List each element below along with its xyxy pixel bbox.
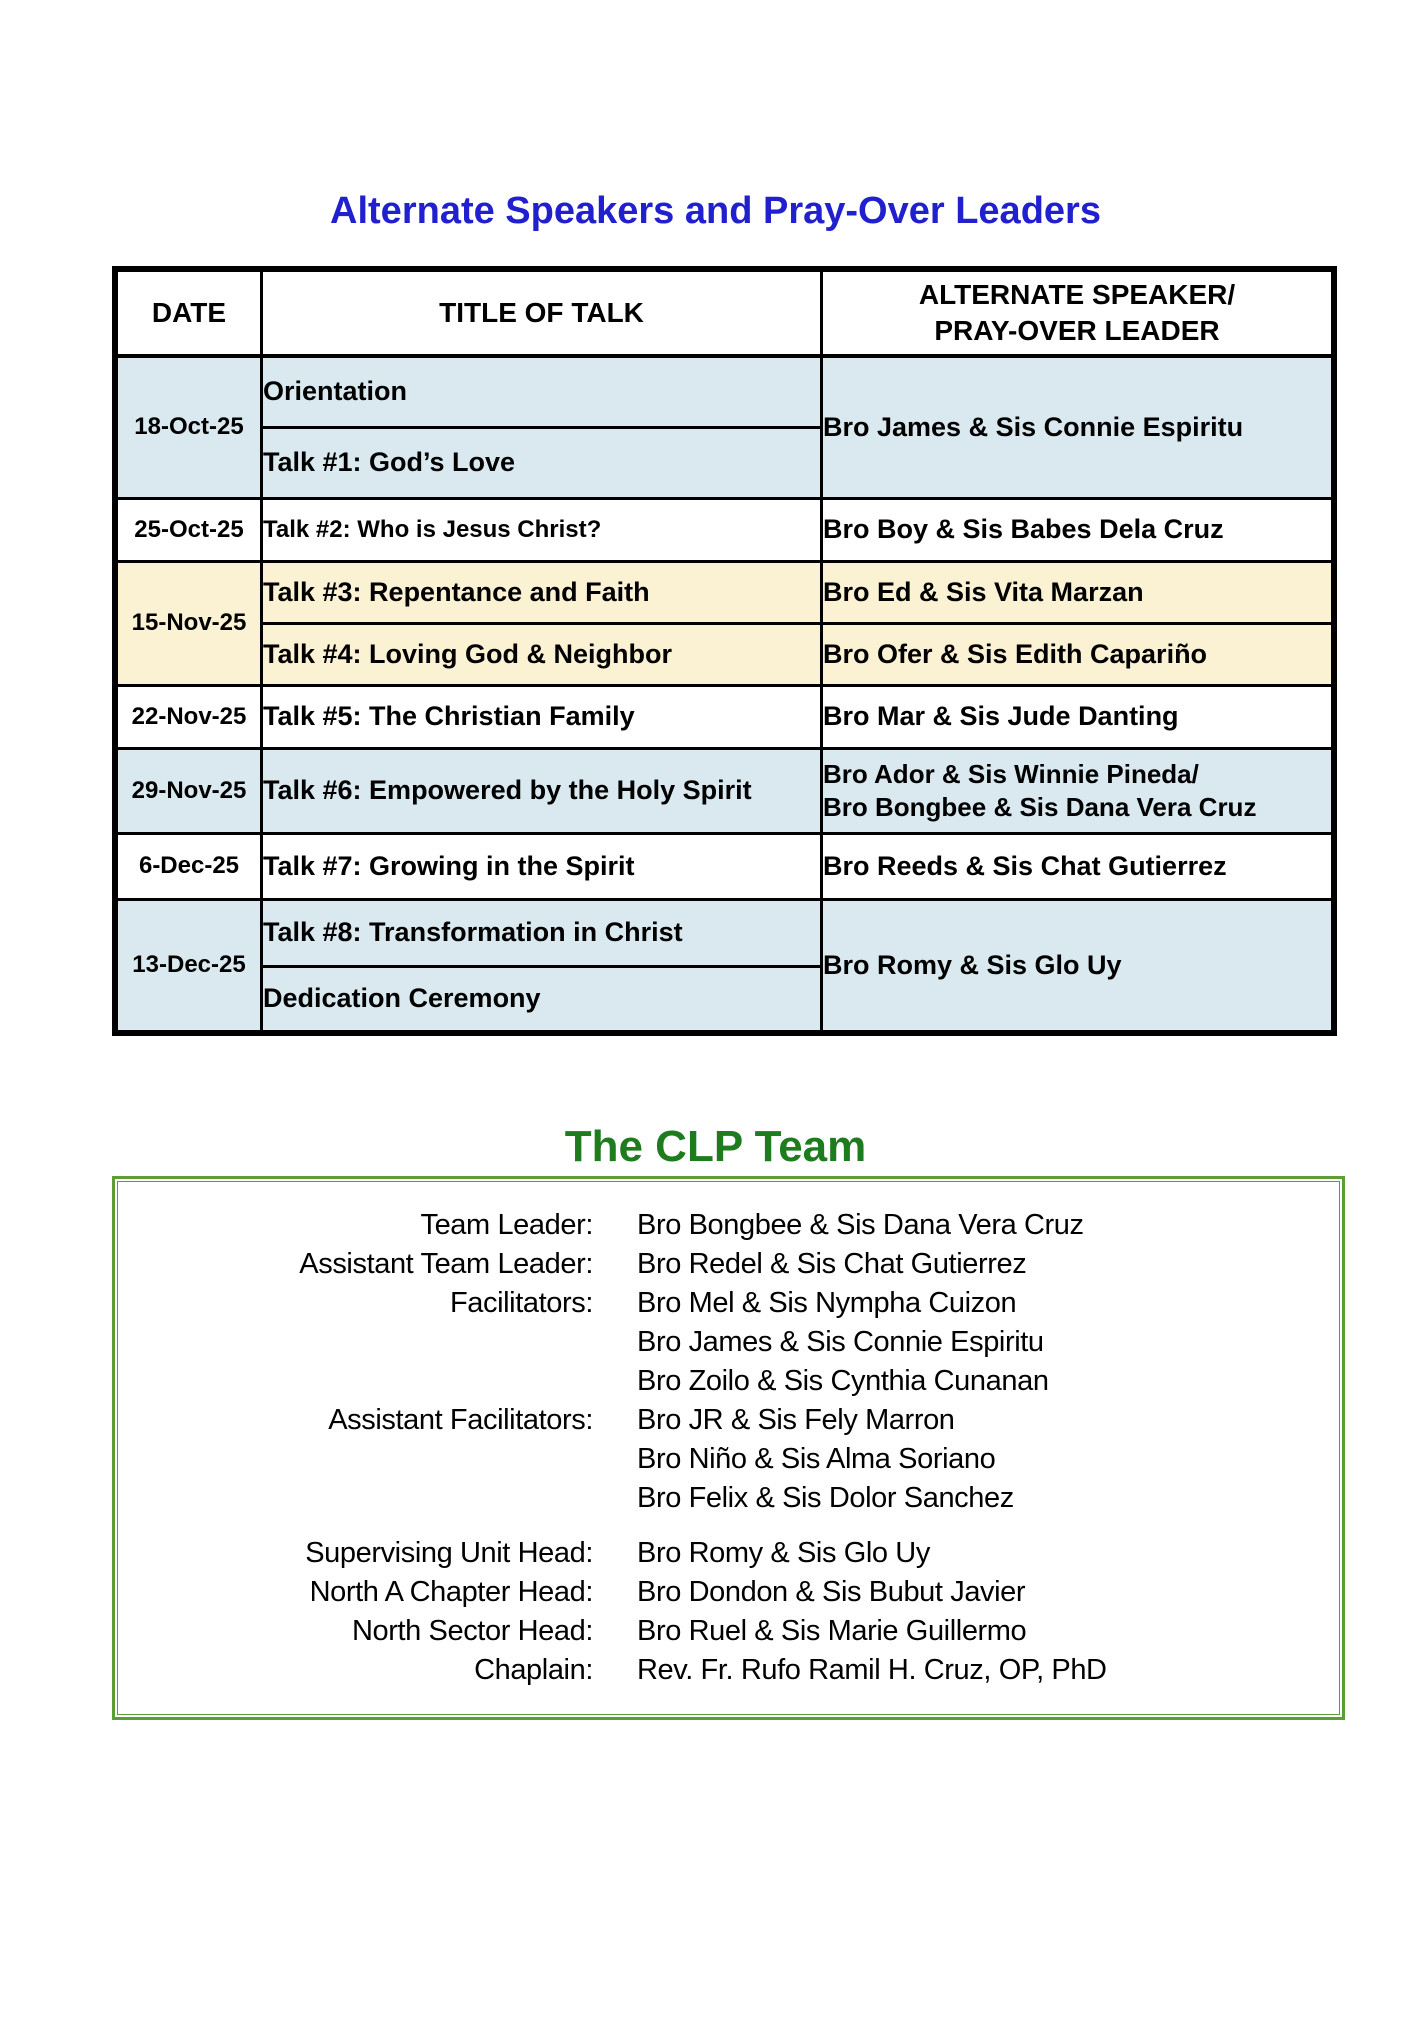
talk-title-cell: Talk #5: The Christian Family xyxy=(260,683,823,750)
table-row: 13-Dec-25 Talk #8: Transformation in Chr… xyxy=(113,897,1336,1035)
speaker-line2: Bro Bongbee & Sis Dana Vera Cruz xyxy=(823,791,1257,822)
speaker-cell: Bro Ed & Sis Vita Marzan xyxy=(820,559,1336,625)
team-role-label xyxy=(118,1479,593,1518)
header-title-of-talk: TITLE OF TALK xyxy=(260,267,823,358)
team-role-label: Assistant Team Leader: xyxy=(299,1248,593,1280)
table-row: 6-Dec-25 Talk #7: Growing in the Spirit … xyxy=(113,831,1336,901)
speaker-cell: Bro Boy & Sis Babes Dela Cruz xyxy=(820,496,1336,563)
team-entry: Bro Niño & Sis Alma Soriano xyxy=(118,1440,1339,1479)
team-entry: Assistant Facilitators: Bro JR & Sis Fel… xyxy=(118,1401,1339,1440)
table-row: Talk #4: Loving God & Neighbor Bro Ofer … xyxy=(115,621,1336,687)
clp-team-title: The CLP Team xyxy=(564,1122,867,1171)
talk-title-cell: Talk #6: Empowered by the Holy Spirit xyxy=(260,746,823,835)
speaker-cell: Bro James & Sis Connie Espiritu xyxy=(820,354,1336,500)
team-member-value: Bro Felix & Sis Dolor Sanchez xyxy=(637,1482,1014,1514)
speaker-cell: Bro Mar & Sis Jude Danting xyxy=(820,683,1336,750)
team-role-label: North A Chapter Head: xyxy=(309,1576,594,1608)
team-entry: North A Chapter Head: Bro Dondon & Sis B… xyxy=(118,1573,1339,1612)
date-cell: 15-Nov-25 xyxy=(113,559,263,687)
team-entry: Bro James & Sis Connie Espiritu xyxy=(118,1323,1339,1362)
team-role-label xyxy=(118,1323,593,1362)
team-entry: Bro Felix & Sis Dolor Sanchez xyxy=(118,1479,1339,1518)
talk-title-cell: Talk #7: Growing in the Spirit xyxy=(260,831,823,901)
talk-title-cell: Orientation xyxy=(260,354,823,429)
date-cell: 18-Oct-25 xyxy=(113,354,263,500)
talk-title-cell: Talk #2: Who is Jesus Christ? xyxy=(260,496,823,563)
team-member-value: Bro Mel & Sis Nympha Cuizon xyxy=(637,1287,1017,1319)
header-speaker-line1: ALTERNATE SPEAKER/ xyxy=(918,279,1236,310)
clp-team-box: Team Leader: Bro Bongbee & Sis Dana Vera… xyxy=(112,1176,1345,1720)
clp-team-box-inner: Team Leader: Bro Bongbee & Sis Dana Vera… xyxy=(117,1181,1340,1715)
schedule-table: DATE TITLE OF TALK ALTERNATE SPEAKER/ PR… xyxy=(112,266,1337,1036)
team-entry: Bro Zoilo & Sis Cynthia Cunanan xyxy=(118,1362,1339,1401)
team-member-value: Bro Romy & Sis Glo Uy xyxy=(637,1537,930,1569)
table-row: 15-Nov-25 Talk #3: Repentance and Faith … xyxy=(113,559,1336,687)
talk-title-cell: Talk #8: Transformation in Christ xyxy=(260,897,823,968)
date-cell: 29-Nov-25 xyxy=(113,746,263,835)
table-row: 25-Oct-25 Talk #2: Who is Jesus Christ? … xyxy=(113,496,1336,563)
schedule-title: Alternate Speakers and Pray-Over Leaders xyxy=(330,190,1101,232)
team-entry: Supervising Unit Head: Bro Romy & Sis Gl… xyxy=(118,1534,1339,1573)
team-member-value: Bro Redel & Sis Chat Gutierrez xyxy=(637,1248,1027,1280)
date-cell: 25-Oct-25 xyxy=(113,496,263,563)
talk-title-cell: Dedication Ceremony xyxy=(260,964,823,1035)
team-entry: North Sector Head: Bro Ruel & Sis Marie … xyxy=(118,1612,1339,1651)
table-row: 18-Oct-25 Orientation Bro James & Sis Co… xyxy=(113,354,1336,500)
table-row: 29-Nov-25 Talk #6: Empowered by the Holy… xyxy=(113,746,1336,835)
team-role-label xyxy=(118,1440,593,1479)
team-member-value: Bro Niño & Sis Alma Soriano xyxy=(637,1443,996,1475)
team-member-value: Rev. Fr. Rufo Ramil H. Cruz, OP, PhD xyxy=(637,1654,1107,1686)
team-role-label: Facilitators: xyxy=(449,1287,593,1319)
table-row: 22-Nov-25 Talk #5: The Christian Family … xyxy=(113,683,1336,750)
team-member-value: Bro James & Sis Connie Espiritu xyxy=(637,1326,1044,1358)
date-cell: 22-Nov-25 xyxy=(113,683,263,750)
team-member-value: Bro Bongbee & Sis Dana Vera Cruz xyxy=(637,1209,1084,1241)
talk-title-cell: Talk #3: Repentance and Faith xyxy=(260,559,823,625)
speaker-cell: Bro Romy & Sis Glo Uy xyxy=(820,897,1336,1035)
team-role-label: Chaplain: xyxy=(474,1654,593,1686)
header-date: DATE xyxy=(113,267,263,358)
speaker-cell: Bro Ofer & Sis Edith Capariño xyxy=(820,621,1336,687)
team-member-value: Bro JR & Sis Fely Marron xyxy=(637,1404,955,1436)
team-entry: Facilitators: Bro Mel & Sis Nympha Cuizo… xyxy=(118,1284,1339,1323)
speaker-line1: Bro Ador & Sis Winnie Pineda/ xyxy=(823,758,1199,789)
schedule-header-row: DATE TITLE OF TALK ALTERNATE SPEAKER/ PR… xyxy=(113,267,1336,358)
team-role-label: Supervising Unit Head: xyxy=(305,1537,593,1569)
team-member-value: Bro Ruel & Sis Marie Guillermo xyxy=(637,1615,1027,1647)
speaker-cell: Bro Reeds & Sis Chat Gutierrez xyxy=(820,831,1336,901)
team-role-label: Team Leader: xyxy=(420,1209,593,1241)
team-member-value: Bro Zoilo & Sis Cynthia Cunanan xyxy=(637,1365,1049,1397)
speaker-cell: Bro Ador & Sis Winnie Pineda/ Bro Bongbe… xyxy=(820,746,1336,835)
team-role-label xyxy=(118,1362,593,1401)
talk-title-cell: Talk #4: Loving God & Neighbor xyxy=(260,621,823,687)
team-role-label: North Sector Head: xyxy=(351,1615,593,1647)
date-cell: 13-Dec-25 xyxy=(113,897,263,1035)
date-cell: 6-Dec-25 xyxy=(113,831,263,901)
team-member-value: Bro Dondon & Sis Bubut Javier xyxy=(637,1576,1026,1608)
header-speaker-line2: PRAY-OVER LEADER xyxy=(934,315,1220,346)
team-entry: Chaplain: Rev. Fr. Rufo Ramil H. Cruz, O… xyxy=(118,1651,1339,1690)
team-role-label: Assistant Facilitators: xyxy=(328,1404,593,1436)
team-entry: Assistant Team Leader: Bro Redel & Sis C… xyxy=(118,1245,1339,1284)
team-entry: Team Leader: Bro Bongbee & Sis Dana Vera… xyxy=(118,1206,1339,1245)
header-alternate-speaker: ALTERNATE SPEAKER/ PRAY-OVER LEADER xyxy=(820,267,1336,358)
talk-title-cell: Talk #1: God’s Love xyxy=(260,425,823,500)
